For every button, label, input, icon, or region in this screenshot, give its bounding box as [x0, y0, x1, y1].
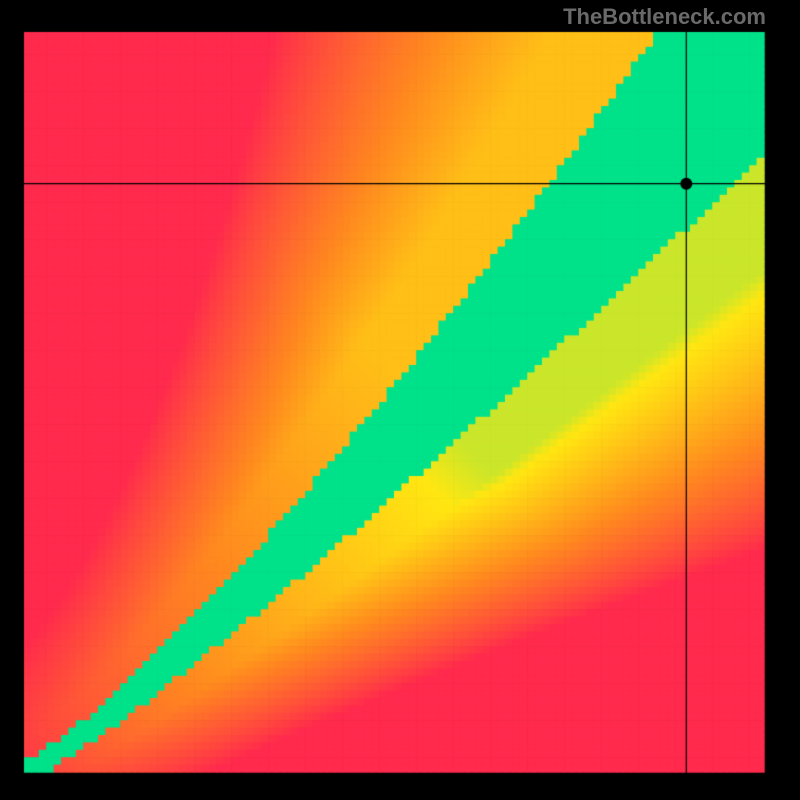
- chart-container: TheBottleneck.com: [0, 0, 800, 800]
- watermark-text: TheBottleneck.com: [563, 4, 766, 30]
- heatmap-canvas: [0, 0, 800, 800]
